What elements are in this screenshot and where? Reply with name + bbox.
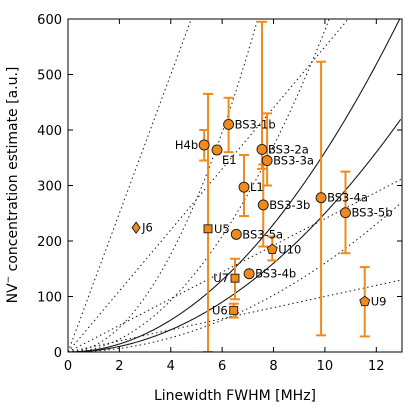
point-label-bs3-4a: BS3-4a [327,191,368,205]
point-label-bs3-1b: BS3-1b [235,117,276,131]
point-bs3-4b [243,268,255,280]
y-axis-title-rest: concentration estimate [a.u.] [5,67,21,276]
point-label-h4b: H4b [175,138,198,152]
point-bs3-1b [223,118,235,130]
point-label-u7: U7 [213,271,229,285]
point-label-bs3-2a: BS3-2a [268,142,309,156]
point-bs3-5b [340,207,351,219]
point-u9 [359,295,371,307]
point-label-bs3-3a: BS3-3a [273,154,314,168]
point-label-u9: U9 [371,294,387,308]
y-tick-label-600: 600 [37,13,62,28]
x-tick-label-4: 4 [167,359,175,374]
point-u6 [229,305,239,315]
point-u10 [266,243,278,254]
data-markers [131,118,371,315]
point-u7 [230,273,240,283]
point-label-bs3-4b: BS3-4b [255,267,296,281]
x-tick-label-10: 10 [317,359,334,374]
y-tick-label-100: 100 [37,291,62,306]
y-axis-title: NV− concentration estimate [a.u.] [4,67,21,304]
y-axis-title-sup: − [4,276,14,284]
point-label-bs3-3b: BS3-3b [269,198,310,212]
y-tick-label-500: 500 [37,69,62,84]
point-bs3-3a [261,155,273,166]
point-bs3-5a [230,228,242,240]
x-axis-title: Linewidth FWHM [MHz] [154,388,316,404]
point-label-l1: L1 [250,180,264,194]
point-bs3-3b [257,199,269,211]
x-axis-ticks: 0 2 4 6 8 10 12 [64,19,385,374]
x-tick-label-12: 12 [368,359,385,374]
reference-curve-5 [68,19,259,352]
point-labels: H4bBS3-1bE1BS3-2aBS3-3aL1BS3-3bBS3-4aBS3… [141,117,392,317]
x-tick-label-0: 0 [64,359,72,374]
point-l1 [238,181,250,193]
point-label-u5: U5 [214,222,230,236]
point-bs3-2a [256,143,268,155]
y-tick-label-400: 400 [37,124,62,139]
x-tick-label-2: 2 [115,359,123,374]
point-j6 [131,221,141,234]
point-label-bs3-5b: BS3-5b [351,206,392,220]
point-label-e1: E1 [222,153,237,167]
error-bars [199,20,370,352]
point-e1 [211,144,223,156]
point-h4b [198,139,210,151]
point-label-u6: U6 [212,303,228,317]
point-label-j6: J6 [141,221,153,235]
x-tick-label-6: 6 [218,359,226,374]
point-u5 [203,224,213,234]
point-label-bs3-5a: BS3-5a [242,227,283,241]
point-bs3-4a [315,192,327,204]
y-axis-title-main: NV [5,283,21,303]
reference-line-3 [68,19,349,352]
point-label-u10: U10 [278,242,301,256]
plot-frame [67,18,403,353]
y-tick-label-300: 300 [37,180,62,195]
x-tick-label-8: 8 [269,359,277,374]
y-tick-label-200: 200 [37,235,62,250]
reference-line-1 [68,279,402,352]
y-tick-label-0: 0 [54,346,62,361]
y-axis-ticks: 0 100 200 300 400 500 600 [37,13,402,361]
